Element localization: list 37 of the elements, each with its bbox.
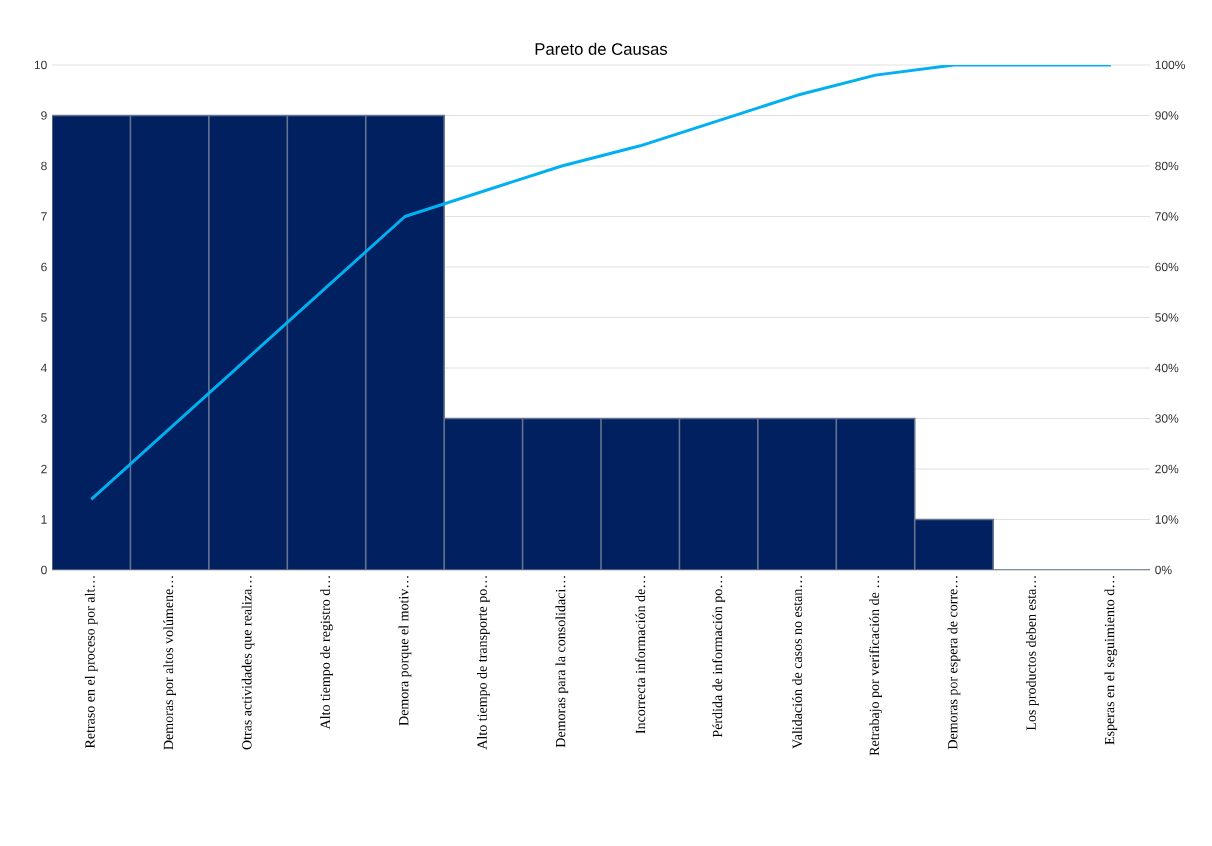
y2-tick-label: 10%: [1155, 515, 1179, 524]
y-tick-label: 8: [41, 161, 47, 171]
y2-tick-label: 40%: [1155, 363, 1179, 373]
x-tick-label: Demoras para la consolidaci…: [555, 576, 569, 748]
x-tick-label: Demoras por altos volúmene…: [163, 576, 176, 750]
y2-tick-label: 50%: [1155, 313, 1179, 322]
x-tick-label: Retraso en el proceso por alt…: [84, 576, 98, 749]
x-tick-label: Esperas en el seguimiento d…: [1104, 576, 1118, 745]
y2-tick-label: 90%: [1155, 111, 1179, 120]
y2-tick-label: 0%: [1155, 565, 1172, 575]
y2-tick-label: 70%: [1155, 212, 1179, 221]
x-tick-label: Pérdida de información po…: [712, 576, 726, 738]
y-tick-label: 4: [40, 363, 47, 373]
x-tick-label: Incorrecta información de…: [635, 576, 646, 734]
y-tick-label: 9: [41, 111, 47, 120]
y-tick-label: 7: [41, 212, 47, 221]
x-tick-label: Otras actividades que realiza…: [241, 576, 255, 750]
x-tick-label: Alto tiempo de transporte po…: [477, 576, 490, 750]
y2-tick-label: 30%: [1155, 414, 1179, 423]
y-tick-label: 10: [34, 60, 47, 70]
x-tick-label: Retrabajo por verificación de …: [869, 576, 882, 756]
y2-tick-label: 20%: [1155, 464, 1179, 474]
y2-tick-label: 60%: [1155, 262, 1179, 272]
y2-tick-label: 100%: [1155, 60, 1185, 70]
chart-title: Pareto de Causas: [535, 42, 668, 55]
y-tick-label: 6: [41, 262, 47, 272]
x-tick-label: Los productos deben esta…: [1026, 576, 1039, 731]
y-tick-label: 5: [41, 313, 47, 322]
x-tick-label: Demora porque el motiv…: [398, 576, 412, 726]
x-tick-label: Demoras por espera de corre…: [947, 576, 961, 750]
y2-tick-label: 80%: [1155, 161, 1179, 171]
y-tick-label: 3: [41, 414, 47, 423]
x-tick-label: Validación de casos no estan…: [792, 576, 803, 749]
y-tick-label: 0: [41, 565, 47, 575]
y-tick-label: 2: [41, 464, 47, 474]
y-tick-label: 1: [41, 515, 47, 524]
x-tick-label: Alto tiempo de registro d…: [320, 576, 333, 730]
